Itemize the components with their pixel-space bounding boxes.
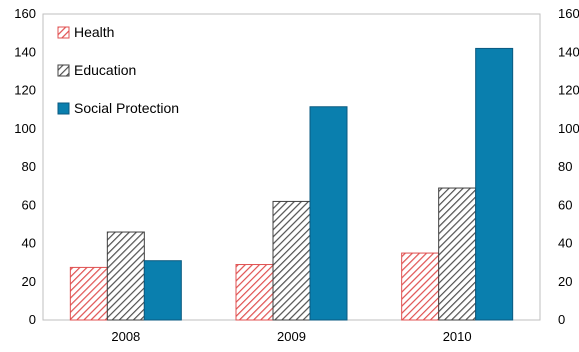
y-tick-right-120: 120 — [558, 83, 579, 98]
y-tick-right-20: 20 — [558, 274, 572, 289]
y-tick-right-80: 80 — [558, 159, 572, 174]
legend-label-health: Health — [74, 24, 114, 40]
y-tick-left-40: 40 — [22, 236, 36, 251]
y-tick-left-60: 60 — [22, 197, 36, 212]
y-tick-right-0: 0 — [558, 312, 565, 327]
bar-education-2008 — [106, 231, 145, 321]
y-tick-left-140: 140 — [14, 44, 36, 59]
y-tick-right-100: 100 — [558, 121, 579, 136]
legend-swatch-health — [57, 26, 70, 39]
y-tick-right-160: 160 — [558, 6, 579, 21]
y-tick-right-60: 60 — [558, 197, 572, 212]
y-tick-left-160: 160 — [14, 6, 36, 21]
y-axis-left: 0 20 40 60 80 100 120 140 160 — [14, 6, 36, 327]
bar-social-protection-2009 — [309, 106, 348, 321]
bar-health-2009 — [235, 264, 274, 321]
y-tick-left-100: 100 — [14, 121, 36, 136]
bar-health-2008 — [69, 266, 108, 321]
bars-group — [69, 47, 514, 321]
bar-education-2009 — [272, 200, 311, 321]
x-tick-2008: 2008 — [111, 329, 140, 344]
y-tick-left-120: 120 — [14, 83, 36, 98]
bar-social-protection-2008 — [143, 260, 182, 321]
legend-label-social-protection: Social Protection — [74, 100, 179, 116]
x-tick-2009: 2009 — [277, 329, 306, 344]
bar-health-2010 — [401, 252, 440, 321]
y-tick-left-80: 80 — [22, 159, 36, 174]
bar-social-protection-2010 — [475, 47, 514, 321]
legend-swatch-social-protection — [57, 102, 70, 115]
x-axis: 2008 2009 2010 — [111, 329, 471, 344]
y-tick-right-40: 40 — [558, 236, 572, 251]
y-axis-right: 0 20 40 60 80 100 120 140 160 — [558, 6, 579, 327]
legend: Health Education Social Protection — [57, 24, 179, 116]
bar-education-2010 — [438, 187, 477, 321]
legend-label-education: Education — [74, 62, 136, 78]
x-tick-2010: 2010 — [443, 329, 472, 344]
legend-swatch-education — [57, 64, 70, 77]
y-tick-left-20: 20 — [22, 274, 36, 289]
y-tick-left-0: 0 — [29, 312, 36, 327]
y-tick-right-140: 140 — [558, 44, 579, 59]
